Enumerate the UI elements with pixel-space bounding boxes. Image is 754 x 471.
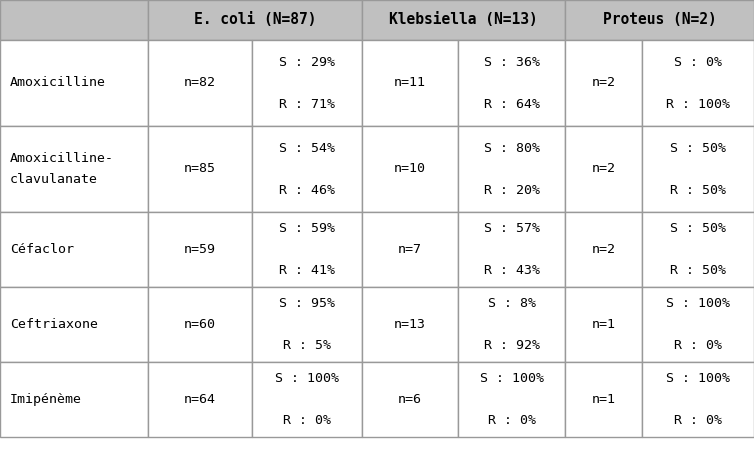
Bar bbox=[642, 126, 754, 212]
Bar bbox=[252, 126, 362, 212]
Bar bbox=[565, 40, 642, 126]
Text: S : 59%

R : 41%: S : 59% R : 41% bbox=[279, 222, 335, 277]
Text: S : 50%

R : 50%: S : 50% R : 50% bbox=[670, 141, 726, 196]
Bar bbox=[642, 362, 754, 437]
Text: n=11: n=11 bbox=[394, 76, 426, 89]
Bar bbox=[0, 212, 148, 287]
Bar bbox=[362, 126, 458, 212]
Bar bbox=[0, 0, 148, 40]
Text: n=60: n=60 bbox=[184, 318, 216, 331]
Text: n=82: n=82 bbox=[184, 76, 216, 89]
Bar bbox=[565, 212, 642, 287]
Bar bbox=[148, 362, 252, 437]
Bar bbox=[642, 287, 754, 362]
Text: S : 80%

R : 20%: S : 80% R : 20% bbox=[483, 141, 540, 196]
Bar bbox=[362, 287, 458, 362]
Text: Ceftriaxone: Ceftriaxone bbox=[10, 318, 98, 331]
Text: S : 100%

R : 0%: S : 100% R : 0% bbox=[480, 372, 544, 427]
Bar bbox=[362, 212, 458, 287]
Text: Amoxicilline: Amoxicilline bbox=[10, 76, 106, 89]
Text: S : 36%

R : 64%: S : 36% R : 64% bbox=[483, 56, 540, 111]
Text: n=13: n=13 bbox=[394, 318, 426, 331]
Text: S : 29%

R : 71%: S : 29% R : 71% bbox=[279, 56, 335, 111]
Text: Proteus (N=2): Proteus (N=2) bbox=[602, 13, 716, 27]
Bar bbox=[252, 362, 362, 437]
Bar bbox=[148, 126, 252, 212]
Bar bbox=[362, 362, 458, 437]
Text: S : 100%

R : 0%: S : 100% R : 0% bbox=[666, 297, 730, 352]
Bar bbox=[458, 126, 565, 212]
Bar bbox=[458, 362, 565, 437]
Bar bbox=[362, 40, 458, 126]
Bar bbox=[458, 212, 565, 287]
Bar bbox=[458, 287, 565, 362]
Bar bbox=[642, 212, 754, 287]
Text: S : 50%

R : 50%: S : 50% R : 50% bbox=[670, 222, 726, 277]
Bar bbox=[565, 287, 642, 362]
Text: E. coli (N=87): E. coli (N=87) bbox=[194, 13, 316, 27]
Bar bbox=[148, 0, 362, 40]
Text: n=85: n=85 bbox=[184, 162, 216, 176]
Bar bbox=[0, 126, 148, 212]
Text: n=1: n=1 bbox=[591, 318, 615, 331]
Bar bbox=[148, 40, 252, 126]
Bar bbox=[642, 40, 754, 126]
Text: S : 57%

R : 43%: S : 57% R : 43% bbox=[483, 222, 540, 277]
Text: S : 54%

R : 46%: S : 54% R : 46% bbox=[279, 141, 335, 196]
Bar bbox=[362, 0, 565, 40]
Bar bbox=[148, 287, 252, 362]
Text: Klebsiella (N=13): Klebsiella (N=13) bbox=[389, 13, 538, 27]
Text: n=2: n=2 bbox=[591, 243, 615, 256]
Text: n=2: n=2 bbox=[591, 162, 615, 176]
Bar bbox=[252, 40, 362, 126]
Text: S : 0%

R : 100%: S : 0% R : 100% bbox=[666, 56, 730, 111]
Text: n=10: n=10 bbox=[394, 162, 426, 176]
Bar bbox=[148, 212, 252, 287]
Text: Imipénème: Imipénème bbox=[10, 393, 82, 406]
Bar bbox=[0, 40, 148, 126]
Bar bbox=[565, 362, 642, 437]
Bar bbox=[252, 287, 362, 362]
Text: n=7: n=7 bbox=[398, 243, 422, 256]
Bar bbox=[565, 126, 642, 212]
Text: S : 95%

R : 5%: S : 95% R : 5% bbox=[279, 297, 335, 352]
Text: n=6: n=6 bbox=[398, 393, 422, 406]
Text: Céfaclor: Céfaclor bbox=[10, 243, 74, 256]
Text: S : 100%

R : 0%: S : 100% R : 0% bbox=[666, 372, 730, 427]
Bar bbox=[458, 40, 565, 126]
Bar bbox=[565, 0, 754, 40]
Text: n=1: n=1 bbox=[591, 393, 615, 406]
Bar bbox=[0, 287, 148, 362]
Text: n=59: n=59 bbox=[184, 243, 216, 256]
Text: n=64: n=64 bbox=[184, 393, 216, 406]
Text: n=2: n=2 bbox=[591, 76, 615, 89]
Text: S : 8%

R : 92%: S : 8% R : 92% bbox=[483, 297, 540, 352]
Text: S : 100%

R : 0%: S : 100% R : 0% bbox=[275, 372, 339, 427]
Bar bbox=[252, 212, 362, 287]
Bar bbox=[0, 362, 148, 437]
Text: Amoxicilline-
clavulanate: Amoxicilline- clavulanate bbox=[10, 152, 114, 186]
